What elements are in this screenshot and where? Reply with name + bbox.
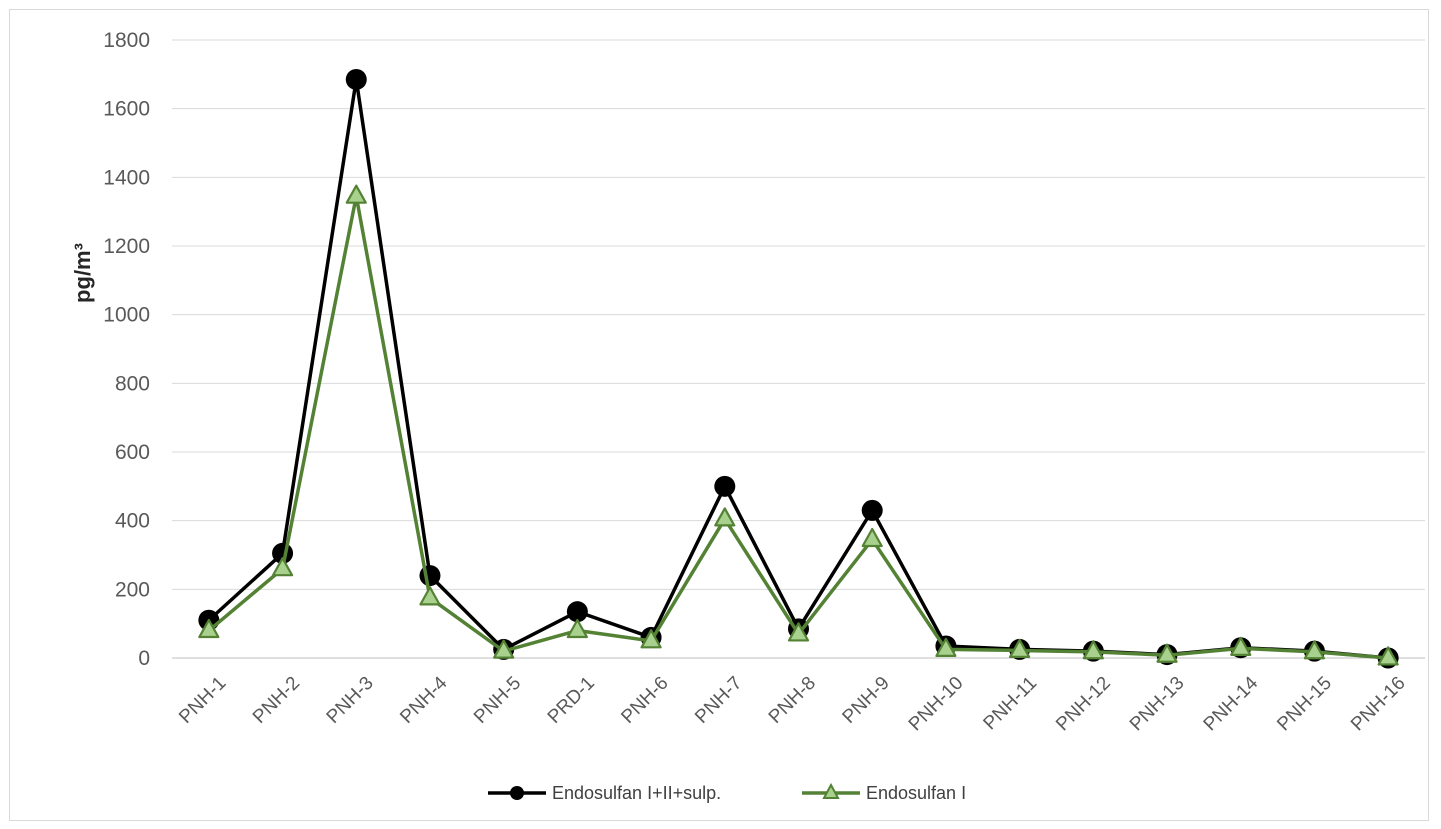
data-point <box>1303 640 1326 660</box>
y-tick-label: 1600 <box>103 98 150 121</box>
x-tick-label: PNH-4 <box>396 672 451 727</box>
data-point <box>1009 638 1031 659</box>
data-point <box>419 565 441 587</box>
data-point <box>566 618 588 639</box>
y-axis-ticks: 0 200 400 600 800 1000 1200 1400 1600 1800 <box>103 29 150 670</box>
y-tick-label: 0 <box>138 647 150 670</box>
legend-item-1: Endosulfan I+II+sulp. <box>488 783 721 803</box>
data-point <box>566 601 588 623</box>
data-point <box>787 622 810 642</box>
x-tick-label: PNH-5 <box>470 673 525 728</box>
x-tick-label: PNH-2 <box>249 673 304 728</box>
data-point <box>419 586 441 606</box>
y-tick-label: 600 <box>115 441 150 464</box>
x-tick-label: PNH-15 <box>1273 673 1336 736</box>
data-point <box>271 557 294 577</box>
gridlines <box>172 39 1425 659</box>
series-line <box>207 194 1389 660</box>
x-tick-label: PNH-13 <box>1126 673 1189 736</box>
y-tick-label: 200 <box>115 578 150 601</box>
chart-frame <box>9 9 1429 821</box>
data-point <box>198 618 220 639</box>
x-tick-label: PNH-11 <box>980 673 1042 735</box>
x-axis-ticks: PNH-1 PNH-2 PNH-3 PNH-4 PNH-5 PRD-1 PNH-6 PNH-7… <box>175 672 1409 735</box>
data-point <box>714 475 736 497</box>
y-tick-label: 1000 <box>103 304 150 327</box>
legend: Endosulfan I+II+sulp. Endosulfan I <box>488 782 966 803</box>
x-tick-label: PNH-1 <box>175 673 230 728</box>
x-tick-label: PNH-10 <box>905 673 968 736</box>
legend-marker <box>822 782 840 799</box>
data-point <box>1230 636 1252 656</box>
data-point <box>1156 643 1178 663</box>
data-point <box>1377 646 1399 666</box>
data-point <box>345 184 367 204</box>
y-tick-label: 400 <box>115 510 150 533</box>
x-tick-label: PNH-16 <box>1347 673 1410 736</box>
x-tick-label: PNH-14 <box>1200 672 1263 735</box>
x-tick-label: PNH-9 <box>839 673 894 728</box>
data-point <box>714 507 736 527</box>
data-point <box>1082 640 1104 660</box>
x-tick-label: PNH-12 <box>1052 673 1115 736</box>
data-point <box>861 527 883 548</box>
series-1 <box>198 68 1399 669</box>
legend-label: Endosulfan I+II+sulp. <box>552 783 721 803</box>
data-point <box>861 499 883 521</box>
y-tick-label: 800 <box>115 372 150 395</box>
data-point <box>493 639 515 659</box>
legend-marker <box>510 786 524 800</box>
series-2 <box>198 184 1399 666</box>
data-point <box>935 637 957 657</box>
y-tick-label: 1800 <box>103 29 150 52</box>
data-point <box>640 629 662 649</box>
legend-label: Endosulfan I <box>866 783 966 803</box>
x-tick-label: PNH-3 <box>323 673 378 728</box>
x-tick-label: PNH-7 <box>691 673 746 728</box>
x-tick-label: PRD-1 <box>544 673 599 728</box>
x-tick-label: PNH-6 <box>617 673 672 728</box>
series-group <box>198 68 1399 669</box>
y-axis-label: pg/m³ <box>70 243 95 303</box>
x-tick-label: PNH-8 <box>765 673 820 728</box>
y-tick-label: 1400 <box>103 166 150 189</box>
legend-item-2: Endosulfan I <box>802 782 966 803</box>
series-line <box>207 77 1389 660</box>
y-tick-label: 1200 <box>103 235 150 258</box>
data-point <box>345 68 367 90</box>
